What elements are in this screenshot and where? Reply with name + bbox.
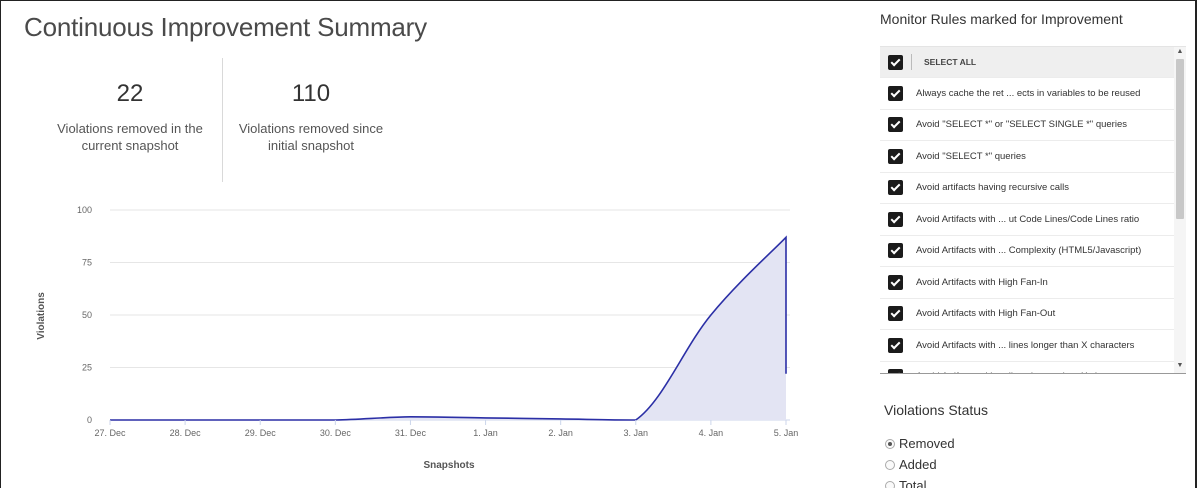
scroll-down-arrow-icon[interactable]: ▼ (1176, 362, 1184, 369)
select-all-row[interactable]: SELECT ALL (880, 47, 1174, 78)
rule-label: Avoid Artifacts with High Fan-Out (916, 308, 1056, 320)
rules-panel-title: Monitor Rules marked for Improvement (880, 11, 1123, 27)
rule-row[interactable]: Avoid Artifacts with ... lines longer th… (880, 362, 1174, 373)
rule-row[interactable]: Avoid "SELECT *" or "SELECT SINGLE *" qu… (880, 110, 1174, 141)
rule-row[interactable]: Avoid "SELECT *" queries (880, 141, 1174, 173)
x-tick-label: 31. Dec (395, 428, 427, 438)
x-axis-ticks: 27. Dec 28. Dec 29. Dec 30. Dec 31. Dec 1. Ja… (94, 420, 798, 438)
stat-description-line-1: Violations removed since (238, 121, 384, 136)
chart-plot-area (110, 235, 787, 421)
radio-label: Removed (899, 436, 955, 451)
x-tick-label: 3. Jan (624, 428, 649, 438)
rules-panel: SELECT ALL Always cache the ret ... ects… (880, 46, 1186, 374)
rule-checkbox[interactable] (888, 211, 903, 227)
rule-row[interactable]: Avoid Artifacts with ... lines longer th… (880, 330, 1174, 362)
stat-removed-current: 22 Violations removed in the current sna… (48, 80, 212, 154)
rule-row[interactable]: Always cache the ret ... ects in variabl… (880, 78, 1174, 110)
rule-label: Avoid Artifacts with High Fan-In (916, 276, 1048, 288)
frame-right-edge (1195, 0, 1197, 488)
stat-description-line-2: current snapshot (81, 138, 179, 153)
x-tick-label: 29. Dec (245, 428, 277, 438)
y-tick-label: 50 (82, 310, 92, 320)
rule-row[interactable]: Avoid Artifacts with ... ut Code Lines/C… (880, 204, 1174, 236)
radio-option-total[interactable]: Total (885, 478, 926, 488)
rule-label: Always cache the ret ... ects in variabl… (916, 87, 1141, 99)
rule-label: Avoid "SELECT *" queries (916, 150, 1026, 162)
scrollbar-thumb[interactable] (1176, 59, 1184, 219)
rule-label: Avoid Artifacts with ... lines longer th… (916, 339, 1135, 351)
select-all-checkbox[interactable] (888, 54, 903, 70)
rule-checkbox[interactable] (888, 243, 903, 259)
rule-row[interactable]: Avoid artifacts having recursive calls (880, 173, 1174, 204)
radio-button[interactable] (885, 459, 895, 470)
rule-label: Avoid "SELECT *" or "SELECT SINGLE *" qu… (916, 119, 1127, 131)
radio-button[interactable] (885, 438, 895, 449)
y-tick-label: 75 (82, 258, 92, 268)
y-tick-label: 25 (82, 363, 92, 373)
scroll-up-arrow-icon[interactable]: ▲ (1176, 48, 1184, 55)
stat-value: 110 (291, 80, 331, 107)
rule-checkbox[interactable] (888, 180, 903, 196)
rule-checkbox[interactable] (888, 274, 903, 290)
violations-status-title: Violations Status (884, 402, 989, 418)
page-title: Continuous Improvement Summary (24, 12, 427, 42)
stat-description-line-1: Violations removed in the (57, 121, 203, 136)
y-axis-title: Violations (36, 292, 47, 340)
rule-label: Avoid Artifacts with ... Complexity (HTM… (916, 245, 1142, 257)
rule-checkbox[interactable] (888, 369, 903, 373)
rule-label: Avoid Artifacts with ... lines longer th… (916, 371, 1134, 373)
stats-divider (222, 58, 223, 182)
radio-label: Added (899, 457, 937, 472)
select-all-separator (911, 54, 912, 70)
x-tick-label: 27. Dec (94, 428, 126, 438)
stat-removed-since-initial: 110 Violations removed since initial sna… (232, 80, 390, 154)
stat-description-line-2: initial snapshot (268, 138, 354, 153)
select-all-label: SELECT ALL (924, 57, 977, 67)
radio-button[interactable] (885, 480, 895, 488)
violations-chart: 27. Dec 28. Dec 29. Dec 30. Dec 31. Dec 1. Ja… (36, 205, 798, 471)
x-tick-label: 1. Jan (473, 428, 498, 438)
radio-label: Total (899, 478, 927, 488)
x-tick-label: 2. Jan (548, 428, 573, 438)
rule-row[interactable]: Avoid Artifacts with High Fan-Out (880, 299, 1174, 330)
rules-list: SELECT ALL Always cache the ret ... ects… (880, 47, 1174, 373)
radio-option-removed[interactable]: Removed (885, 436, 955, 451)
radio-option-added[interactable]: Added (885, 457, 937, 472)
rule-checkbox[interactable] (888, 306, 903, 322)
rule-row[interactable]: Avoid Artifacts with High Fan-In (880, 267, 1174, 299)
stat-value: 22 (116, 80, 144, 107)
rules-scrollbar[interactable]: ▲ ▼ (1174, 47, 1186, 373)
rule-checkbox[interactable] (888, 148, 903, 164)
stat-description: Violations removed since initial snapsho… (232, 120, 390, 154)
x-axis-title: Snapshots (423, 460, 475, 471)
rule-checkbox[interactable] (888, 117, 903, 133)
rule-label: Avoid artifacts having recursive calls (916, 182, 1069, 194)
y-axis-ticks: 0 25 50 75 100 (77, 205, 92, 425)
rule-checkbox[interactable] (888, 337, 903, 353)
y-tick-label: 0 (87, 415, 92, 425)
x-tick-label: 28. Dec (170, 428, 202, 438)
rule-label: Avoid Artifacts with ... ut Code Lines/C… (916, 213, 1140, 225)
x-tick-label: 4. Jan (699, 428, 724, 438)
x-tick-label: 5. Jan (774, 428, 799, 438)
y-tick-label: 100 (77, 205, 92, 215)
stat-description: Violations removed in the current snapsh… (48, 120, 212, 154)
rule-row[interactable]: Avoid Artifacts with ... Complexity (HTM… (880, 236, 1174, 267)
x-tick-label: 30. Dec (320, 428, 352, 438)
rule-checkbox[interactable] (888, 85, 903, 101)
series-line (110, 235, 787, 421)
series-area (110, 237, 786, 420)
